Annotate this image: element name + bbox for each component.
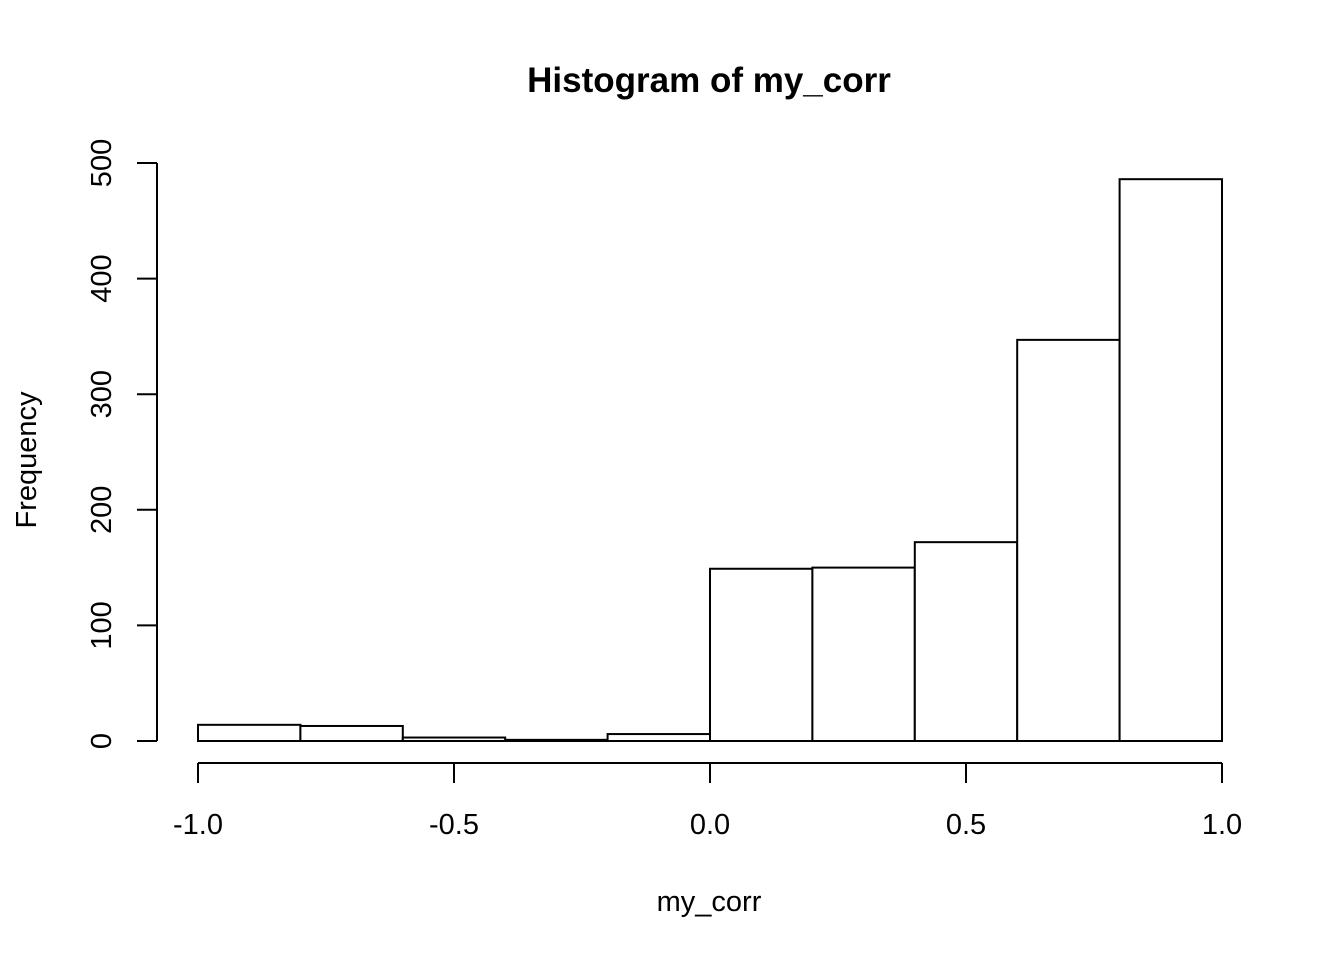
histogram-bar-1	[299, 724, 404, 742]
histogram-bar-8	[1016, 338, 1121, 742]
y-tick-label: 500	[86, 139, 118, 187]
x-tick-label: 0.0	[690, 809, 730, 841]
y-axis-label: Frequency	[11, 391, 43, 529]
histogram-bar-5	[709, 567, 814, 742]
y-tick-label: 400	[86, 254, 118, 302]
x-tick-label: 1.0	[1202, 809, 1242, 841]
y-axis: 0 100 200 300 400 500	[86, 139, 158, 749]
histogram-bar-0	[197, 723, 302, 742]
y-tick-label: 200	[86, 486, 118, 534]
x-tick-label: -0.5	[429, 809, 479, 841]
histogram-bar-3	[504, 738, 609, 742]
y-tick-label: 300	[86, 370, 118, 418]
y-tick-label: 100	[86, 601, 118, 649]
histogram-bar-2	[401, 736, 507, 742]
y-tick-label: 0	[86, 733, 118, 749]
histogram-bar-9	[1118, 178, 1223, 742]
chart-title: Histogram of my_corr	[527, 61, 891, 100]
x-axis-label: my_corr	[657, 886, 762, 918]
histogram-bar-7	[913, 541, 1019, 743]
x-tick-label: 0.5	[946, 809, 986, 841]
histogram-bar-4	[606, 733, 711, 743]
histogram-bar-6	[811, 566, 916, 742]
x-axis: -1.0 -0.5 0.0 0.5 1.0	[173, 762, 1242, 841]
x-tick-label: -1.0	[173, 809, 223, 841]
bars-group	[197, 178, 1223, 743]
